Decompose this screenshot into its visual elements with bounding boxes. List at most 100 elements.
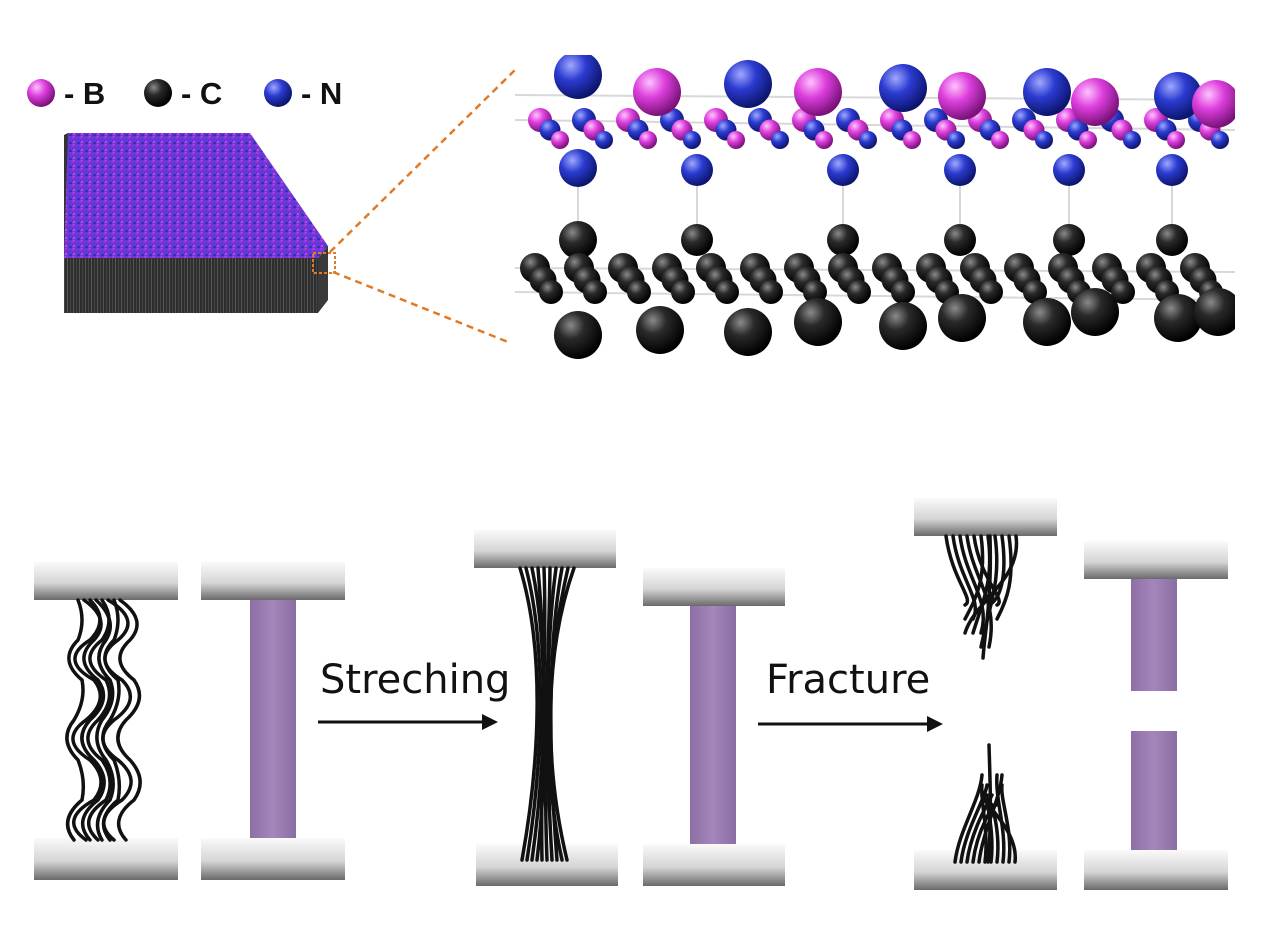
carbon-atom: [827, 224, 859, 256]
fiber-strand: [980, 793, 1017, 864]
fiber-strand: [1000, 783, 1012, 864]
carbon-atom: [1071, 288, 1119, 336]
carbon-atom: [559, 221, 597, 259]
nitrogen-atom: [879, 64, 927, 112]
specimen-bar-2: [690, 606, 736, 862]
zoom-lines: [329, 69, 516, 344]
specimen-lower-fragment: [1131, 731, 1177, 857]
stretching-arrow-head: [482, 714, 498, 730]
boron-atom: [991, 131, 1009, 149]
atom-layer: [515, 55, 1235, 359]
nitrogen-atom: [827, 154, 859, 186]
nitrogen-atom: [947, 131, 965, 149]
grip-top-fibers-1: [34, 562, 178, 600]
grip-bottom-specimen-1: [201, 838, 345, 880]
carbon-atom: [979, 280, 1003, 304]
carbon-atom: [671, 280, 695, 304]
carbon-atom: [539, 280, 563, 304]
nitrogen-atom: [1053, 154, 1085, 186]
boron-atom: [639, 131, 657, 149]
boron-atom: [551, 131, 569, 149]
specimen-upper-fragment: [1131, 579, 1177, 691]
stage-stretched-specimen: [643, 568, 785, 886]
boron-atom: [903, 131, 921, 149]
carbon-atom: [944, 224, 976, 256]
fiber-strand: [953, 773, 984, 864]
fiber-strand: [963, 534, 985, 621]
grip-bottom-specimen-3: [1084, 850, 1228, 890]
nitrogen-atom: [559, 149, 597, 187]
stage-stretched: [474, 530, 618, 886]
fiber-strand: [518, 566, 539, 862]
legend-item-boron: - B: [27, 76, 105, 111]
carbon-atom: [794, 298, 842, 346]
fracture-arrow-head: [927, 716, 943, 732]
nitrogen-atom: [1154, 72, 1202, 120]
fiber-strand: [958, 534, 986, 635]
stage-initial: [34, 562, 178, 880]
carbon-atom: [1156, 224, 1188, 256]
carbon-atom-icon: [144, 79, 172, 107]
legend-label-carbon: - C: [181, 76, 222, 111]
grip-top-fibers-3: [914, 498, 1057, 536]
carbon-atom: [1194, 288, 1235, 336]
nitrogen-atom: [944, 154, 976, 186]
fiber-strand: [995, 773, 1006, 864]
carbon-atom: [1154, 294, 1202, 342]
fiber-strand: [981, 534, 993, 660]
legend-item-nitrogen: - N: [264, 76, 342, 111]
slab-front-face: [64, 258, 318, 313]
carbon-atom: [1111, 280, 1135, 304]
nitrogen-atom: [1211, 131, 1229, 149]
grip-bottom-fibers-1: [34, 838, 178, 880]
fiber-bundle-stretched: [518, 566, 576, 862]
fiber-strand: [71, 598, 103, 842]
legend-item-carbon: - C: [144, 76, 222, 111]
nitrogen-atom: [1123, 131, 1141, 149]
fiber-strand: [944, 534, 970, 607]
carbon-atom: [803, 280, 827, 304]
legend-label-boron: - B: [64, 76, 105, 111]
boron-atom: [727, 131, 745, 149]
carbon-atom: [759, 280, 783, 304]
nitrogen-atom: [859, 131, 877, 149]
carbon-atom: [715, 280, 739, 304]
grip-top-fibers-2: [474, 530, 616, 568]
carbon-atom: [724, 308, 772, 356]
boron-atom: [1079, 131, 1097, 149]
slab-top-face: [64, 133, 328, 258]
fiber-strand: [539, 566, 547, 862]
boron-atom: [815, 131, 833, 149]
boron-atom: [1192, 80, 1235, 128]
carbon-atom: [879, 302, 927, 350]
grip-top-specimen-1: [201, 562, 345, 600]
boron-atom: [794, 68, 842, 116]
fiber-strand: [80, 598, 106, 842]
carbon-atom: [554, 311, 602, 359]
zoom-line-bottom: [332, 270, 509, 344]
fiber-strand: [986, 743, 993, 864]
carbon-atom: [1023, 298, 1071, 346]
bond-line: [515, 94, 1235, 101]
nitrogen-atom: [771, 131, 789, 149]
stage-initial-specimen: [201, 562, 345, 880]
legend: - B - C - N: [27, 76, 342, 111]
fiber-bundle-fractured: [944, 534, 1019, 864]
fiber-strand: [101, 598, 133, 842]
carbon-atom: [938, 294, 986, 342]
carbon-atom: [627, 280, 651, 304]
carbon-atom: [1023, 280, 1047, 304]
boron-atom: [938, 72, 986, 120]
nitrogen-atom: [554, 55, 602, 99]
fiber-strand: [94, 598, 115, 842]
boron-atom: [1071, 78, 1119, 126]
fiber-strand: [995, 534, 1013, 621]
fiber-strand: [545, 566, 558, 862]
stage-fractured-specimen: [1084, 541, 1228, 890]
fiber-strand: [65, 598, 86, 842]
nitrogen-atom: [1023, 68, 1071, 116]
tensile-process: Streching Fracture: [34, 498, 1228, 890]
specimen-bar-1: [250, 600, 296, 856]
slab-side-face: [318, 246, 328, 313]
grip-bottom-specimen-2: [643, 844, 785, 886]
